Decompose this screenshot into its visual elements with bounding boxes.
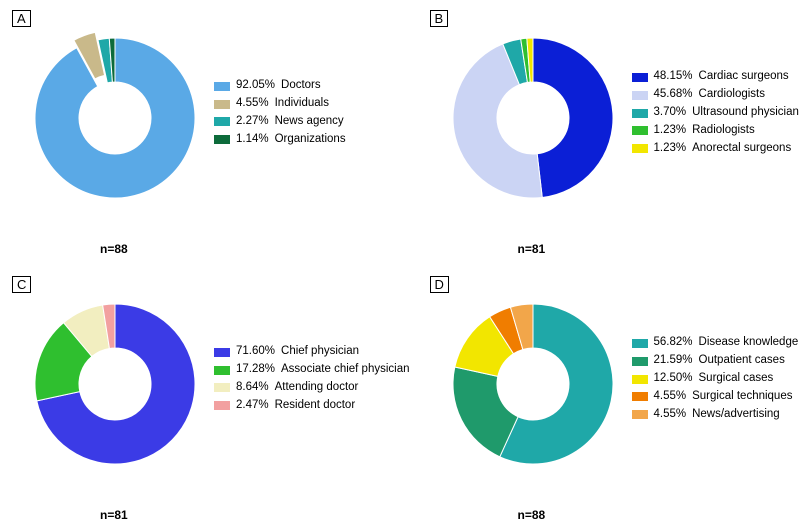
legend-item: 4.55% Individuals <box>214 95 346 113</box>
legend-swatch <box>214 100 230 109</box>
legend-label: News/advertising <box>692 406 780 424</box>
panel-label: C <box>12 276 31 293</box>
legend-pct: 56.82% <box>654 334 693 352</box>
legend-item: 92.05% Doctors <box>214 77 346 95</box>
legend: 48.15% Cardiac surgeons 45.68% Cardiologist… <box>632 68 799 157</box>
legend-swatch <box>632 91 648 100</box>
legend-swatch <box>632 357 648 366</box>
legend-item: 1.14% Organizations <box>214 131 346 149</box>
legend-item: 4.55% News/advertising <box>632 406 799 424</box>
legend-swatch <box>632 73 648 82</box>
legend-pct: 4.55% <box>236 95 269 113</box>
panel-label: B <box>430 10 449 27</box>
chart-area: 92.05% Doctors 4.55% Individuals 2.27% News a… <box>8 8 410 218</box>
donut-chart <box>448 33 618 203</box>
legend-label: Organizations <box>275 131 346 149</box>
legend-swatch <box>632 126 648 135</box>
legend-label: Radiologists <box>692 122 755 140</box>
legend-item: 4.55% Surgical techniques <box>632 388 799 406</box>
legend-swatch <box>632 410 648 419</box>
legend-item: 2.27% News agency <box>214 113 346 131</box>
legend-item: 45.68% Cardiologists <box>632 86 799 104</box>
legend: 56.82% Disease knowledge 21.59% Outpatient … <box>632 334 799 423</box>
panel-b: B 48.15% Cardiac surgeons 45.68% Cardiologis… <box>418 0 800 266</box>
legend-pct: 1.14% <box>236 131 269 149</box>
donut-chart <box>448 299 618 469</box>
legend-item: 71.60% Chief physician <box>214 343 410 361</box>
panel-label: A <box>12 10 31 27</box>
legend-label: Doctors <box>281 77 321 95</box>
legend-label: Outpatient cases <box>699 352 785 370</box>
legend-swatch <box>632 144 648 153</box>
legend-swatch <box>632 109 648 118</box>
legend-pct: 17.28% <box>236 361 275 379</box>
legend-swatch <box>632 392 648 401</box>
legend-label: Anorectal surgeons <box>692 140 791 158</box>
legend-label: Associate chief physician <box>281 361 409 379</box>
legend-swatch <box>214 401 230 410</box>
legend: 71.60% Chief physician 17.28% Associate chi… <box>214 343 410 414</box>
legend-pct: 1.23% <box>654 140 687 158</box>
legend-item: 2.47% Resident doctor <box>214 397 410 415</box>
n-label: n=88 <box>100 242 128 256</box>
legend-swatch <box>214 348 230 357</box>
legend-label: Resident doctor <box>275 397 356 415</box>
legend-pct: 45.68% <box>654 86 693 104</box>
legend-item: 3.70% Ultrasound physician <box>632 104 799 122</box>
legend-label: News agency <box>275 113 344 131</box>
legend-label: Disease knowledge <box>699 334 799 352</box>
legend-item: 48.15% Cardiac surgeons <box>632 68 799 86</box>
legend: 92.05% Doctors 4.55% Individuals 2.27% News a… <box>214 77 346 148</box>
legend-label: Cardiac surgeons <box>699 68 789 86</box>
legend-label: Chief physician <box>281 343 359 361</box>
legend-label: Cardiologists <box>699 86 765 104</box>
donut-chart <box>30 33 200 203</box>
legend-item: 56.82% Disease knowledge <box>632 334 799 352</box>
donut-slice <box>533 38 613 197</box>
legend-pct: 48.15% <box>654 68 693 86</box>
legend-swatch <box>214 383 230 392</box>
legend-label: Surgical techniques <box>692 388 792 406</box>
legend-label: Individuals <box>275 95 329 113</box>
legend-pct: 8.64% <box>236 379 269 397</box>
legend-pct: 2.27% <box>236 113 269 131</box>
legend-swatch <box>214 82 230 91</box>
legend-item: 1.23% Anorectal surgeons <box>632 140 799 158</box>
legend-pct: 2.47% <box>236 397 269 415</box>
legend-swatch <box>632 375 648 384</box>
panel-a: A 92.05% Doctors 4.55% Individuals 2.27% News … <box>0 0 418 266</box>
n-label: n=81 <box>100 508 128 522</box>
legend-pct: 4.55% <box>654 406 687 424</box>
legend-item: 1.23% Radiologists <box>632 122 799 140</box>
legend-pct: 71.60% <box>236 343 275 361</box>
n-label: n=81 <box>518 242 546 256</box>
panel-label: D <box>430 276 449 293</box>
n-label: n=88 <box>518 508 546 522</box>
legend-item: 21.59% Outpatient cases <box>632 352 799 370</box>
legend-item: 17.28% Associate chief physician <box>214 361 410 379</box>
legend-label: Attending doctor <box>275 379 359 397</box>
legend-pct: 4.55% <box>654 388 687 406</box>
legend-swatch <box>214 117 230 126</box>
legend-pct: 92.05% <box>236 77 275 95</box>
chart-area: 71.60% Chief physician 17.28% Associate chi… <box>8 274 410 484</box>
legend-label: Surgical cases <box>699 370 774 388</box>
legend-item: 8.64% Attending doctor <box>214 379 410 397</box>
legend-pct: 12.50% <box>654 370 693 388</box>
legend-swatch <box>214 135 230 144</box>
legend-pct: 1.23% <box>654 122 687 140</box>
donut-chart <box>30 299 200 469</box>
legend-swatch <box>214 366 230 375</box>
legend-swatch <box>632 339 648 348</box>
legend-item: 12.50% Surgical cases <box>632 370 799 388</box>
legend-pct: 3.70% <box>654 104 687 122</box>
panel-d: D 56.82% Disease knowledge 21.59% Outpatient… <box>418 266 800 532</box>
panel-c: C 71.60% Chief physician 17.28% Associate ch… <box>0 266 418 532</box>
legend-label: Ultrasound physician <box>692 104 799 122</box>
legend-pct: 21.59% <box>654 352 693 370</box>
chart-area: 56.82% Disease knowledge 21.59% Outpatient … <box>426 274 799 484</box>
chart-area: 48.15% Cardiac surgeons 45.68% Cardiologist… <box>426 8 799 218</box>
